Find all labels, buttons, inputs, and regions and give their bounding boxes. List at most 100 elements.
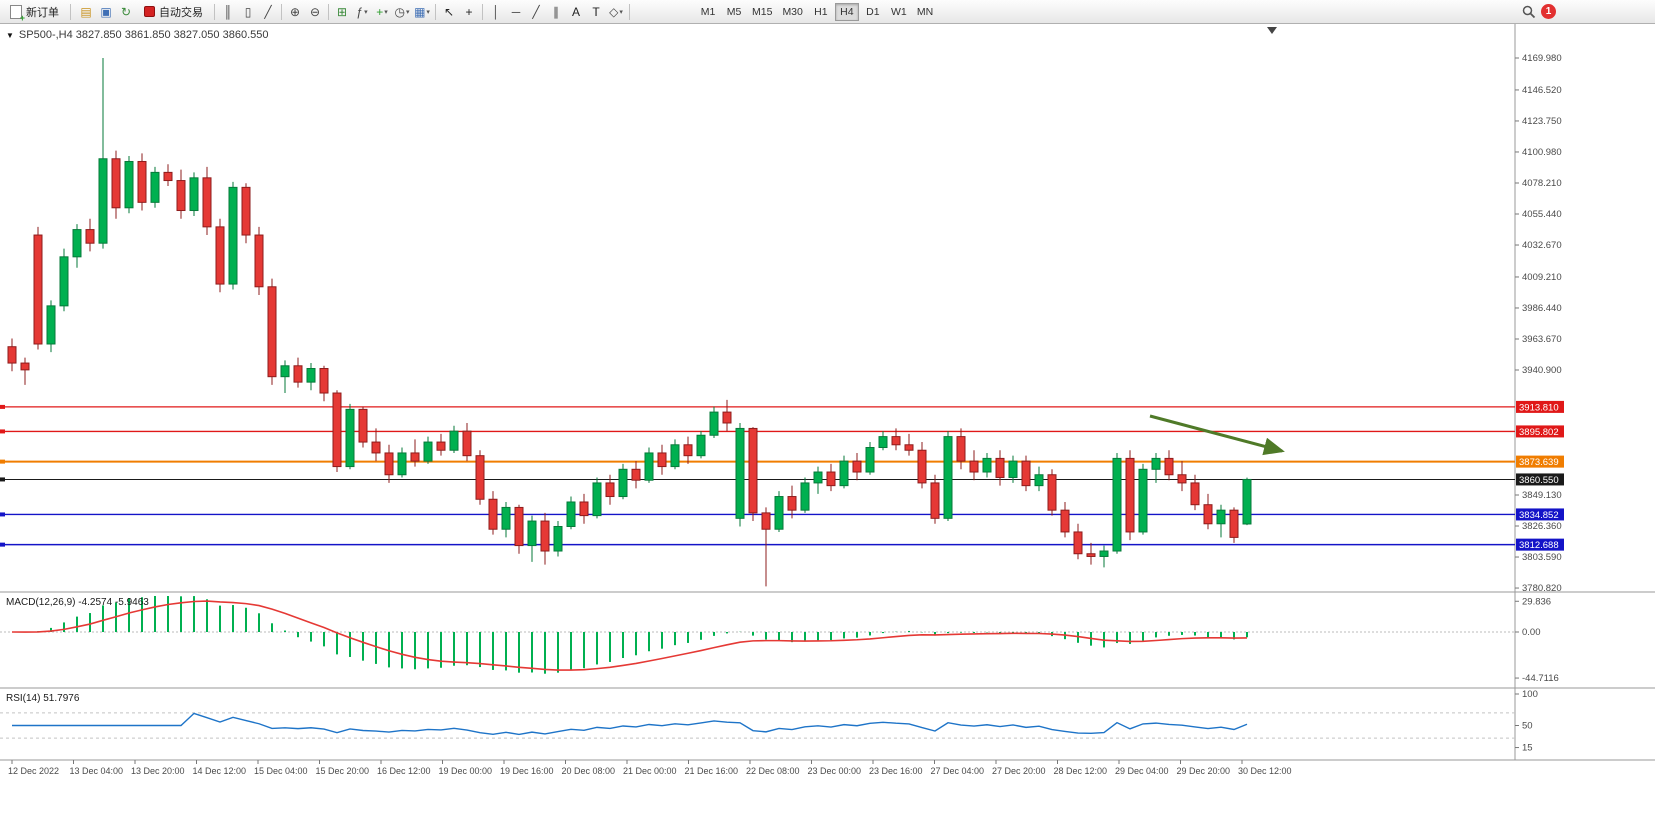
new-order-button[interactable]: 新订单 <box>4 2 65 23</box>
hline-left-marker <box>0 459 5 464</box>
rsi-label: RSI(14) 51.7976 <box>6 693 80 704</box>
candle <box>358 408 368 443</box>
zoom-out-icon[interactable]: ⊖ <box>305 2 325 22</box>
shapes-icon[interactable]: ◇ ▾ <box>606 2 626 22</box>
crosshair-icon[interactable]: + <box>459 2 479 22</box>
window-icon[interactable]: ▣ <box>96 2 116 22</box>
auto-trading-icon <box>144 6 155 17</box>
dropdown-caret-icon: ▾ <box>405 8 410 16</box>
candle <box>761 512 771 530</box>
price-axis-label: 4078.210 <box>1522 178 1562 189</box>
price-axis-label: 4146.520 <box>1522 85 1562 96</box>
dropdown-caret-icon: ▾ <box>364 8 368 16</box>
candle <box>397 452 407 476</box>
hline-left-marker <box>0 477 5 482</box>
candle <box>943 436 953 519</box>
channel-icon[interactable]: ∥ <box>546 2 566 22</box>
candle <box>293 365 303 383</box>
timeframe-MN[interactable]: MN <box>913 3 937 21</box>
rsi-axis-label: 100 <box>1522 689 1538 700</box>
price-label-text: 3895.802 <box>1519 427 1559 438</box>
candle <box>371 441 381 454</box>
notification-badge[interactable]: 1 <box>1541 4 1556 19</box>
price-axis-label: 3803.590 <box>1522 552 1562 563</box>
candle <box>1099 550 1109 557</box>
trend-arrow-annotation[interactable] <box>1149 414 1285 456</box>
candle <box>332 392 342 468</box>
candle <box>306 368 316 383</box>
candle <box>813 471 823 484</box>
candlestick-icon[interactable]: ▯ <box>238 2 258 22</box>
zoom-in-icon[interactable]: ⊕ <box>285 2 305 22</box>
time-axis-label: 27 Dec 20:00 <box>992 766 1046 776</box>
candle <box>1112 457 1122 552</box>
candle <box>748 427 758 514</box>
macd-signal-line <box>11 600 1248 671</box>
macd-axis-label: 0.00 <box>1522 627 1541 638</box>
refresh-icon[interactable]: ↻ <box>116 2 136 22</box>
price-axis-label: 4169.980 <box>1522 53 1562 64</box>
timeframe-M1[interactable]: M1 <box>696 3 720 21</box>
candle <box>865 447 875 473</box>
price-label-box <box>1516 455 1564 468</box>
price-axis-label: 3826.360 <box>1522 521 1562 532</box>
period-icon[interactable]: ◷ ▾ <box>392 2 412 22</box>
time-axis-label: 21 Dec 16:00 <box>685 766 739 776</box>
candle <box>735 427 745 519</box>
candle <box>72 229 82 258</box>
price-axis-label: 3963.670 <box>1522 334 1562 345</box>
candle <box>774 496 784 530</box>
timeframe-M5[interactable]: M5 <box>722 3 746 21</box>
time-axis-label: 15 Dec 04:00 <box>254 766 308 776</box>
tile-windows-icon[interactable]: ⊞ <box>332 2 352 22</box>
candle <box>59 256 69 307</box>
time-axis-label: 23 Dec 00:00 <box>808 766 862 776</box>
timeframe-M30[interactable]: M30 <box>778 3 806 21</box>
cursor-icon[interactable]: ↖ <box>439 2 459 22</box>
trendline-icon[interactable]: ╱ <box>526 2 546 22</box>
timeframe-H4[interactable]: H4 <box>834 2 859 21</box>
candle <box>1242 478 1252 525</box>
candle <box>1229 509 1239 538</box>
dropdown-caret-icon: ▾ <box>384 8 388 16</box>
vertical-line-icon[interactable]: │ <box>486 2 506 22</box>
timeframe-D1[interactable]: D1 <box>861 3 885 21</box>
bar-chart-icon[interactable]: ║ <box>218 2 238 22</box>
candle <box>969 460 979 473</box>
template-icon[interactable]: ▦ ▾ <box>412 2 432 22</box>
add-indicator-icon[interactable]: + ▾ <box>372 2 392 22</box>
hline-left-marker <box>0 542 5 547</box>
layers-icon[interactable]: ▤ <box>76 2 96 22</box>
time-axis-label: 21 Dec 00:00 <box>623 766 677 776</box>
hline-left-marker <box>0 404 5 409</box>
timeframe-H1[interactable]: H1 <box>809 3 833 21</box>
candle <box>1177 474 1187 484</box>
candle <box>1125 457 1135 533</box>
candle <box>137 160 147 203</box>
candle <box>46 305 56 345</box>
text-icon[interactable]: A <box>566 2 586 22</box>
toolbar-separator <box>435 3 436 20</box>
indicators-icon[interactable]: ƒ ▾ <box>352 2 372 22</box>
price-axis-label: 4055.440 <box>1522 209 1562 220</box>
line-chart-icon[interactable]: ╱ <box>258 2 278 22</box>
candle <box>475 455 485 500</box>
price-axis-label: 4123.750 <box>1522 116 1562 127</box>
label-icon[interactable]: T <box>586 2 606 22</box>
horizontal-line-icon[interactable]: ─ <box>506 2 526 22</box>
candle <box>462 430 472 457</box>
candle <box>1021 460 1031 487</box>
candle <box>280 365 290 378</box>
candle <box>722 411 732 424</box>
timeframe-M15[interactable]: M15 <box>748 3 776 21</box>
one-click-trading-icon[interactable]: ▼ <box>6 30 14 40</box>
candle <box>930 482 940 519</box>
timeframe-W1[interactable]: W1 <box>887 3 911 21</box>
price-label-box <box>1516 538 1564 551</box>
candle <box>33 234 43 345</box>
price-label-text: 3834.852 <box>1519 510 1559 521</box>
new-order-icon <box>10 4 25 23</box>
auto-trading-button[interactable]: 自动交易 <box>138 2 209 22</box>
price-chart[interactable]: 4169.980 4146.520 4123.750 4100.980 4078.210… <box>0 24 1655 824</box>
search-icon[interactable] <box>1519 2 1539 22</box>
